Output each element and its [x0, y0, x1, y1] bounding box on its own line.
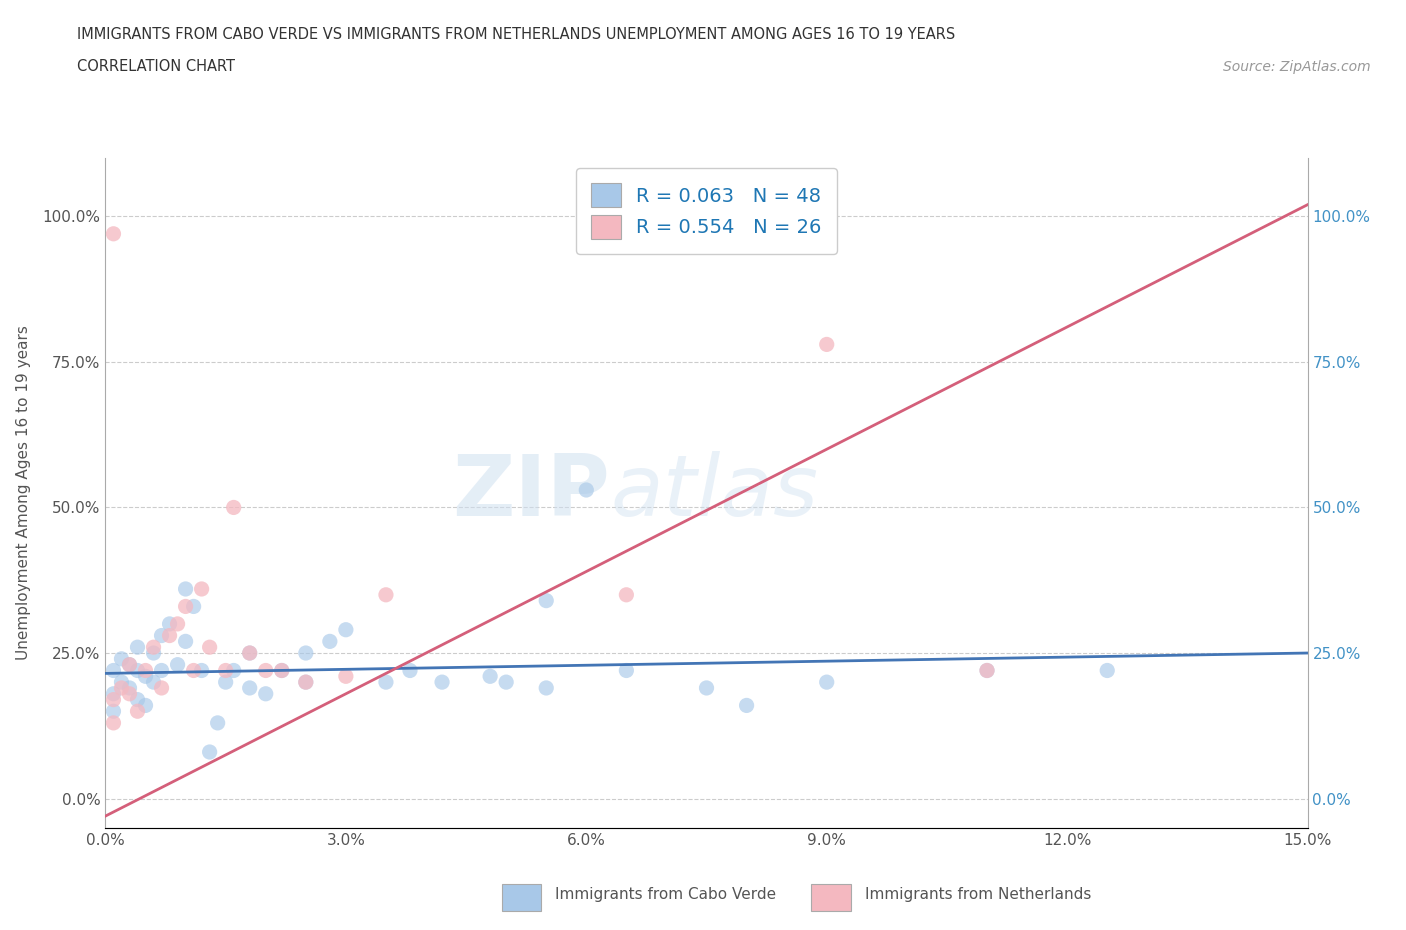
Point — [174, 599, 197, 614]
Point — [103, 715, 125, 730]
Point — [183, 599, 205, 614]
Point — [616, 663, 638, 678]
Point — [815, 674, 838, 689]
Point — [110, 651, 132, 666]
Point — [239, 645, 262, 660]
Point — [135, 663, 157, 678]
Point — [239, 645, 262, 660]
Point — [270, 663, 292, 678]
Point — [374, 588, 398, 603]
Point — [534, 593, 557, 608]
Point — [976, 663, 998, 678]
Point — [127, 640, 149, 655]
Point — [374, 674, 398, 689]
Point — [222, 663, 245, 678]
Legend: R = 0.063   N = 48, R = 0.554   N = 26: R = 0.063 N = 48, R = 0.554 N = 26 — [576, 167, 837, 254]
Text: CORRELATION CHART: CORRELATION CHART — [77, 60, 235, 74]
Point — [319, 634, 342, 649]
Point — [479, 669, 502, 684]
Point — [127, 704, 149, 719]
Point — [103, 692, 125, 707]
Point — [295, 674, 318, 689]
Point — [198, 640, 221, 655]
Point — [118, 681, 141, 696]
Point — [142, 645, 165, 660]
Point — [399, 663, 422, 678]
Point — [575, 483, 598, 498]
Point — [103, 704, 125, 719]
Point — [254, 686, 277, 701]
Point — [174, 581, 197, 596]
FancyBboxPatch shape — [811, 884, 851, 911]
Point — [150, 628, 173, 643]
Point — [118, 658, 141, 672]
Point — [430, 674, 453, 689]
Point — [222, 500, 245, 515]
Point — [534, 681, 557, 696]
Text: IMMIGRANTS FROM CABO VERDE VS IMMIGRANTS FROM NETHERLANDS UNEMPLOYMENT AMONG AGE: IMMIGRANTS FROM CABO VERDE VS IMMIGRANTS… — [77, 27, 956, 42]
Point — [254, 663, 277, 678]
Y-axis label: Unemployment Among Ages 16 to 19 years: Unemployment Among Ages 16 to 19 years — [17, 326, 31, 660]
Point — [127, 692, 149, 707]
Point — [495, 674, 517, 689]
Point — [118, 658, 141, 672]
Text: Source: ZipAtlas.com: Source: ZipAtlas.com — [1223, 60, 1371, 74]
Point — [150, 663, 173, 678]
Point — [159, 628, 181, 643]
FancyBboxPatch shape — [502, 884, 541, 911]
Point — [735, 698, 758, 713]
Point — [190, 581, 212, 596]
Point — [198, 745, 221, 760]
Text: Immigrants from Cabo Verde: Immigrants from Cabo Verde — [555, 887, 776, 902]
Point — [335, 622, 357, 637]
Point — [166, 658, 188, 672]
Point — [335, 669, 357, 684]
Point — [295, 674, 318, 689]
Point — [110, 681, 132, 696]
Point — [239, 681, 262, 696]
Point — [159, 617, 181, 631]
Point — [103, 663, 125, 678]
Point — [214, 674, 236, 689]
Point — [110, 674, 132, 689]
Text: Immigrants from Netherlands: Immigrants from Netherlands — [865, 887, 1091, 902]
Point — [183, 663, 205, 678]
Point — [166, 617, 188, 631]
Point — [696, 681, 718, 696]
Point — [150, 681, 173, 696]
Point — [135, 698, 157, 713]
Point — [1097, 663, 1119, 678]
Point — [135, 669, 157, 684]
Point — [214, 663, 236, 678]
Point — [815, 337, 838, 352]
Point — [103, 226, 125, 241]
Point — [142, 674, 165, 689]
Point — [174, 634, 197, 649]
Point — [295, 645, 318, 660]
Point — [142, 640, 165, 655]
Point — [207, 715, 229, 730]
Text: ZIP: ZIP — [453, 451, 610, 535]
Text: atlas: atlas — [610, 451, 818, 535]
Point — [976, 663, 998, 678]
Point — [103, 686, 125, 701]
Point — [127, 663, 149, 678]
Point — [270, 663, 292, 678]
Point — [616, 588, 638, 603]
Point — [190, 663, 212, 678]
Point — [118, 686, 141, 701]
